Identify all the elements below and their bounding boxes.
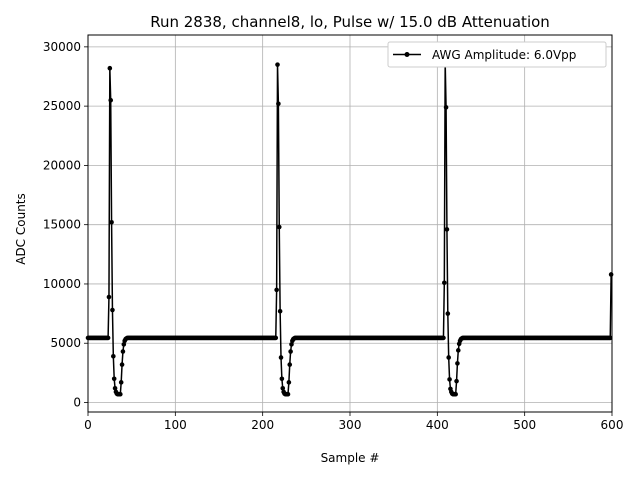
y-axis-label: ADC Counts (14, 193, 28, 265)
data-point (607, 335, 613, 341)
x-tick-label: 100 (164, 418, 187, 432)
data-point (121, 342, 127, 347)
data-point (445, 311, 451, 316)
data-point (119, 362, 125, 367)
data-point (287, 362, 293, 367)
y-tick-label: 5000 (50, 336, 81, 350)
series-line (88, 62, 612, 395)
data-point (111, 353, 116, 359)
data-point (110, 307, 115, 313)
x-tick-label: 300 (339, 418, 362, 432)
data-point (276, 101, 281, 107)
data-point (447, 377, 452, 382)
data-point (441, 335, 446, 341)
data-point (288, 349, 293, 354)
legend-marker (404, 52, 410, 57)
ticks: 0 100 200 300 400 500 600 0 5000 10000 15000 20000 2… (43, 40, 624, 432)
data-point (275, 62, 280, 67)
legend-box (387, 41, 607, 68)
data-point (111, 376, 117, 382)
data-point (285, 391, 291, 397)
x-tick-label: 500 (513, 418, 536, 432)
grid (87, 35, 613, 412)
x-tick-label: 600 (601, 418, 624, 432)
x-axis-label: Sample # (321, 451, 380, 465)
data-point (273, 335, 279, 341)
y-tick-label: 30000 (43, 40, 81, 54)
y-tick-label: 0 (73, 396, 81, 410)
data-point (107, 65, 113, 71)
y-tick-label: 15000 (43, 218, 81, 232)
data-point (278, 355, 284, 360)
plot-area (85, 59, 614, 397)
data-point (455, 348, 461, 353)
data-point (274, 287, 279, 293)
data-point (444, 227, 450, 232)
data-point (443, 105, 449, 110)
data-point (446, 355, 451, 360)
data-point (453, 391, 458, 397)
legend: AWG Amplitude: 6.0Vpp (387, 41, 607, 68)
legend-label: AWG Amplitude: 6.0Vpp (432, 48, 576, 62)
data-point (108, 97, 114, 103)
data-point (608, 272, 614, 277)
data-point (106, 294, 112, 300)
data-point (277, 308, 283, 314)
y-tick-label: 25000 (43, 99, 81, 113)
chart-title: Run 2838, channel8, lo, Pulse w/ 15.0 dB… (150, 13, 550, 31)
data-point (279, 376, 285, 382)
data-point (442, 280, 447, 286)
x-tick-label: 0 (84, 418, 92, 432)
data-point (276, 224, 282, 230)
data-point (105, 335, 111, 341)
data-point (455, 361, 460, 366)
data-point (454, 378, 459, 384)
data-point (120, 349, 126, 354)
data-point (118, 380, 124, 385)
x-tick-label: 400 (426, 418, 449, 432)
data-point (109, 220, 114, 225)
data-point (112, 385, 118, 391)
data-point (289, 342, 294, 347)
x-tick-label: 200 (251, 418, 274, 432)
y-tick-label: 10000 (43, 277, 81, 291)
data-point (286, 380, 292, 385)
y-tick-label: 20000 (43, 158, 81, 172)
data-point (118, 391, 123, 397)
data-point (280, 385, 286, 391)
